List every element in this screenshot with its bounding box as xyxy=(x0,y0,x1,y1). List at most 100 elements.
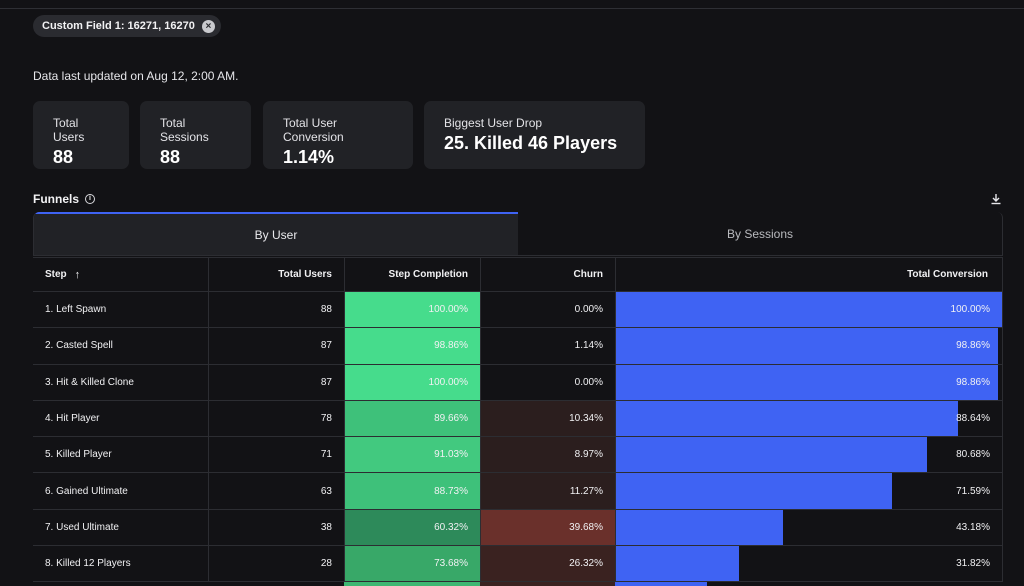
column-header-step-label: Step xyxy=(45,269,67,280)
tab-by-sessions[interactable]: By Sessions xyxy=(518,212,1002,255)
total-conversion-cell: 98.86% xyxy=(615,328,1003,364)
table-header: Step ↑ Total Users Step Completion Churn… xyxy=(33,257,1003,292)
step-cell: 1. Left Spawn xyxy=(45,304,107,316)
step-cell: 6. Gained Ultimate xyxy=(45,485,128,497)
column-header-step[interactable]: Step ↑ xyxy=(33,258,208,291)
conversion-bar xyxy=(616,546,739,582)
table-row: 5. Killed Player 71 91.03% 8.97% 80.68% xyxy=(33,437,1003,474)
stat-value: 88 xyxy=(53,147,74,167)
total-users-cell: 87 xyxy=(208,328,344,364)
conversion-value: 71.59% xyxy=(956,485,990,497)
funnel-table: Step ↑ Total Users Step Completion Churn… xyxy=(33,257,1003,583)
top-divider xyxy=(0,8,1024,9)
churn-cell: 1.14% xyxy=(480,328,615,364)
step-completion-cell: 73.68% xyxy=(344,546,480,582)
churn-cell: 39.68% xyxy=(480,509,615,546)
partial-cell-conversion xyxy=(615,582,707,586)
conversion-value: 43.18% xyxy=(956,521,990,533)
total-conversion-cell: 98.86% xyxy=(615,364,1003,400)
total-conversion-cell: 31.82% xyxy=(615,546,1003,582)
conversion-bar xyxy=(616,292,1002,328)
close-icon[interactable]: × xyxy=(201,19,215,33)
partial-cell-completion xyxy=(344,582,480,586)
arrow-up-icon[interactable]: ↑ xyxy=(74,268,81,281)
stat-card-total-user-conversion: Total User Conversion 1.14% xyxy=(263,101,413,169)
funnels-heading: Funnels i xyxy=(33,192,96,206)
conversion-bar xyxy=(616,437,928,473)
total-conversion-cell: 71.59% xyxy=(615,473,1003,509)
tab-by-user[interactable]: By User xyxy=(34,212,518,255)
conversion-bar xyxy=(616,328,998,364)
funnel-tabs: By User By Sessions xyxy=(33,212,1003,256)
step-cell: 2. Casted Spell xyxy=(45,340,113,352)
column-header-total-users[interactable]: Total Users xyxy=(208,258,344,291)
conversion-bar xyxy=(616,509,783,546)
column-header-step-completion[interactable]: Step Completion xyxy=(344,258,480,291)
step-cell: 3. Hit & Killed Clone xyxy=(45,376,134,388)
total-users-cell: 87 xyxy=(208,364,344,400)
step-completion-cell: 100.00% xyxy=(344,364,480,400)
total-users-cell: 78 xyxy=(208,400,344,437)
total-conversion-cell: 80.68% xyxy=(615,437,1003,473)
stat-card-total-sessions: Total Sessions 88 xyxy=(140,101,251,169)
table-row-partial xyxy=(33,582,1003,586)
stat-card-total-users: Total Users 88 xyxy=(33,101,129,169)
churn-cell: 8.97% xyxy=(480,437,615,473)
total-conversion-cell: 100.00% xyxy=(615,292,1003,328)
total-conversion-cell: 88.64% xyxy=(615,400,1003,437)
step-cell: 5. Killed Player xyxy=(45,449,112,461)
conversion-value: 31.82% xyxy=(956,558,990,570)
stat-value: 88 xyxy=(160,147,181,167)
total-users-cell: 71 xyxy=(208,437,344,473)
step-completion-cell: 89.66% xyxy=(344,400,480,437)
churn-cell: 0.00% xyxy=(480,292,615,328)
churn-cell: 0.00% xyxy=(480,364,615,400)
conversion-bar xyxy=(616,400,959,437)
total-conversion-cell: 43.18% xyxy=(615,509,1003,546)
funnels-title: Funnels xyxy=(33,192,80,206)
column-header-churn[interactable]: Churn xyxy=(480,258,615,291)
table-row: 2. Casted Spell 87 98.86% 1.14% 98.86% xyxy=(33,328,1003,365)
conversion-value: 98.86% xyxy=(956,340,990,352)
table-row: 6. Gained Ultimate 63 88.73% 11.27% 71.59% xyxy=(33,473,1003,510)
conversion-bar xyxy=(616,473,893,509)
step-completion-cell: 91.03% xyxy=(344,437,480,473)
step-completion-cell: 60.32% xyxy=(344,509,480,546)
total-users-cell: 28 xyxy=(208,546,344,582)
step-cell: 7. Used Ultimate xyxy=(45,521,119,533)
partial-cell-churn xyxy=(480,582,615,586)
total-users-cell: 38 xyxy=(208,509,344,546)
table-body: 1. Left Spawn 88 100.00% 0.00% 100.00% 2. Cas… xyxy=(33,292,1003,583)
stat-label: Total User Conversion xyxy=(283,116,344,144)
total-users-cell: 63 xyxy=(208,473,344,509)
table-row: 7. Used Ultimate 38 60.32% 39.68% 43.18% xyxy=(33,509,1003,547)
partial-cell xyxy=(33,582,208,586)
churn-cell: 10.34% xyxy=(480,400,615,437)
conversion-value: 100.00% xyxy=(950,304,990,316)
download-icon[interactable] xyxy=(990,193,1002,205)
stat-label: Total Sessions xyxy=(160,116,209,144)
stat-label: Total Users xyxy=(53,116,85,144)
data-updated-text: Data last updated on Aug 12, 2:00 AM. xyxy=(33,69,239,83)
churn-cell: 11.27% xyxy=(480,473,615,509)
conversion-value: 88.64% xyxy=(956,413,990,425)
table-row: 4. Hit Player 78 89.66% 10.34% 88.64% xyxy=(33,400,1003,438)
step-cell: 8. Killed 12 Players xyxy=(45,558,131,570)
stat-value: 25. Killed 46 Players xyxy=(444,133,618,153)
total-users-cell: 88 xyxy=(208,292,344,328)
filter-chip[interactable]: Custom Field 1: 16271, 16270 × xyxy=(33,15,221,37)
column-header-total-conversion[interactable]: Total Conversion xyxy=(615,258,1003,291)
step-completion-cell: 88.73% xyxy=(344,473,480,509)
info-icon[interactable]: i xyxy=(85,194,96,204)
stat-card-biggest-user-drop: Biggest User Drop 25. Killed 46 Players xyxy=(424,101,645,169)
stat-value: 1.14% xyxy=(283,147,335,167)
churn-cell: 26.32% xyxy=(480,546,615,582)
step-completion-cell: 100.00% xyxy=(344,292,480,328)
step-cell: 4. Hit Player xyxy=(45,413,100,425)
partial-cell xyxy=(208,582,344,586)
table-row: 1. Left Spawn 88 100.00% 0.00% 100.00% xyxy=(33,292,1003,329)
stat-label: Biggest User Drop xyxy=(444,116,543,130)
filter-chip-label: Custom Field 1: 16271, 16270 xyxy=(42,20,195,32)
conversion-value: 80.68% xyxy=(956,449,990,461)
conversion-value: 98.86% xyxy=(956,376,990,388)
